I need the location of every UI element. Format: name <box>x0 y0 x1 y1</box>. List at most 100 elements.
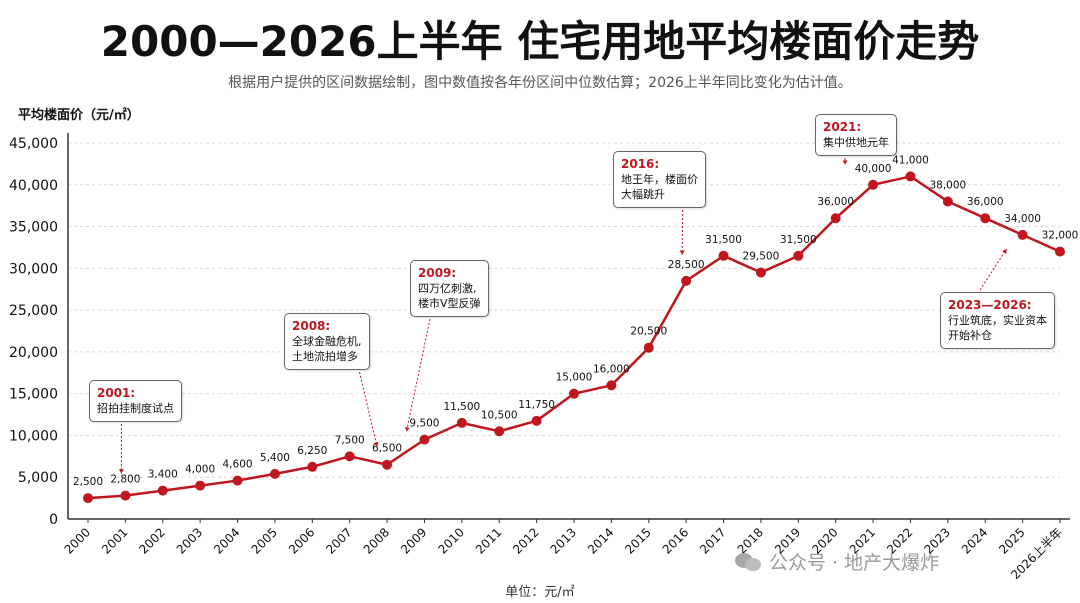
y-axis-label: 平均楼面价（元/㎡） <box>18 107 140 123</box>
data-point <box>569 388 579 399</box>
data-label: 7,500 <box>335 434 365 446</box>
annotation-text: 四万亿刺激, <box>418 282 477 295</box>
annotation-text: 全球金融危机, <box>292 335 362 348</box>
annotation-text: 行业筑底，实业资本 <box>948 314 1047 327</box>
x-tick-label: 2002 <box>136 525 167 556</box>
data-point <box>232 475 243 486</box>
y-tick-label: 40,000 <box>9 178 58 194</box>
x-tick-label: 2024 <box>959 525 990 556</box>
annotation-title: 2023—2026: <box>948 298 1032 312</box>
y-tick-label: 10,000 <box>9 428 58 444</box>
data-point <box>157 485 168 496</box>
data-label: 41,000 <box>892 154 929 166</box>
data-point <box>344 451 355 462</box>
annotation-arrowhead <box>118 469 124 474</box>
x-tick-label: 2007 <box>323 525 354 556</box>
data-point <box>830 213 841 224</box>
data-label: 5,400 <box>260 452 290 464</box>
data-point <box>307 461 318 472</box>
data-point <box>120 490 131 501</box>
data-point <box>980 213 991 224</box>
data-point <box>905 171 916 182</box>
data-label: 2,800 <box>110 474 140 486</box>
data-label: 29,500 <box>743 251 780 263</box>
x-tick-label: 2003 <box>174 525 205 556</box>
data-label: 20,500 <box>630 326 667 338</box>
y-tick-label: 5,000 <box>18 470 58 486</box>
annotation-text: 土地流拍增多 <box>292 350 358 363</box>
data-label: 4,600 <box>223 459 253 471</box>
data-point <box>269 468 280 479</box>
watermark: 公众号 · 地产大爆炸 <box>735 548 939 575</box>
x-tick-label: 2014 <box>585 525 616 556</box>
data-label: 36,000 <box>967 196 1004 208</box>
x-tick-label: 2010 <box>435 525 466 556</box>
series-line <box>87 175 1061 500</box>
data-point <box>868 179 879 190</box>
annotation-text: 地王年，楼面价 <box>621 173 698 186</box>
data-point <box>195 480 206 491</box>
data-label: 3,400 <box>148 469 178 481</box>
x-tick-label: 2006 <box>286 525 317 556</box>
annotation-title: 2001: <box>97 386 136 400</box>
x-axis-label: 单位：元/㎡ <box>505 585 574 600</box>
data-point <box>681 275 692 286</box>
data-label: 6,500 <box>372 443 402 455</box>
annotation-text: 招拍挂制度试点 <box>97 402 174 415</box>
data-point <box>1017 229 1028 240</box>
data-label: 15,000 <box>556 372 593 384</box>
y-tick-label: 35,000 <box>9 220 58 236</box>
y-tick-label: 0 <box>49 512 58 528</box>
data-point <box>1055 246 1065 257</box>
x-tick-label: 2012 <box>510 525 541 556</box>
annotation-title: 2016: <box>621 157 660 171</box>
data-point <box>456 417 467 428</box>
x-tick-label: 2005 <box>249 525 280 556</box>
x-tick-label: 2001 <box>99 525 130 556</box>
data-point <box>643 342 654 353</box>
x-tick-label: 2008 <box>361 525 392 556</box>
annotation-arrowhead <box>842 160 848 165</box>
annotation-title: 2008: <box>292 319 331 333</box>
data-label: 9,500 <box>409 418 439 430</box>
data-label: 31,500 <box>780 234 817 246</box>
x-tick-label: 2017 <box>697 525 728 556</box>
y-tick-label: 30,000 <box>9 261 58 277</box>
data-label: 2,500 <box>73 476 103 488</box>
annotation-arrowhead <box>679 250 685 255</box>
data-label: 32,000 <box>1042 230 1079 242</box>
data-label: 16,000 <box>593 363 630 375</box>
data-label: 36,000 <box>817 196 854 208</box>
annotation-box: 2023—2026: 行业筑底，实业资本 开始补仓 <box>940 292 1055 349</box>
data-label: 40,000 <box>855 163 892 175</box>
annotation-text: 集中供地元年 <box>823 136 889 149</box>
x-tick-label: 2013 <box>548 525 579 556</box>
data-point <box>531 415 542 426</box>
chart-title: 2000—2026上半年 住宅用地平均楼面价走势 <box>100 17 980 66</box>
annotation-box: 2021: 集中供地元年 <box>815 114 897 156</box>
data-label: 4,000 <box>185 464 215 476</box>
data-point <box>83 493 93 504</box>
data-point <box>494 426 505 437</box>
data-point <box>755 267 766 278</box>
annotation-box: 2008: 全球金融危机, 土地流拍增多 <box>284 313 370 370</box>
annotation-box: 2009: 四万亿刺激, 楼市V型反弹 <box>410 260 489 317</box>
data-label: 38,000 <box>929 179 966 191</box>
data-label: 10,500 <box>481 409 518 421</box>
x-tick-label: 2004 <box>211 525 242 556</box>
data-point <box>718 250 729 261</box>
x-tick-label: 2000 <box>62 525 93 556</box>
annotation-box: 2001: 招拍挂制度试点 <box>89 380 182 422</box>
y-tick-label: 25,000 <box>9 303 58 319</box>
data-label: 34,000 <box>1004 213 1041 225</box>
annotation-arrowhead <box>405 426 410 432</box>
annotation-leader <box>979 248 1008 291</box>
y-tick-label: 20,000 <box>9 345 58 361</box>
chart-subtitle: 根据用户提供的区间数据绘制，图中数值按各年份区间中位数估算；2026上半年同比变… <box>228 75 852 91</box>
data-label: 6,250 <box>297 445 327 457</box>
data-point <box>606 380 617 391</box>
annotation-title: 2009: <box>418 266 457 280</box>
data-label: 28,500 <box>668 259 705 271</box>
x-tick-label: 2011 <box>473 525 504 556</box>
